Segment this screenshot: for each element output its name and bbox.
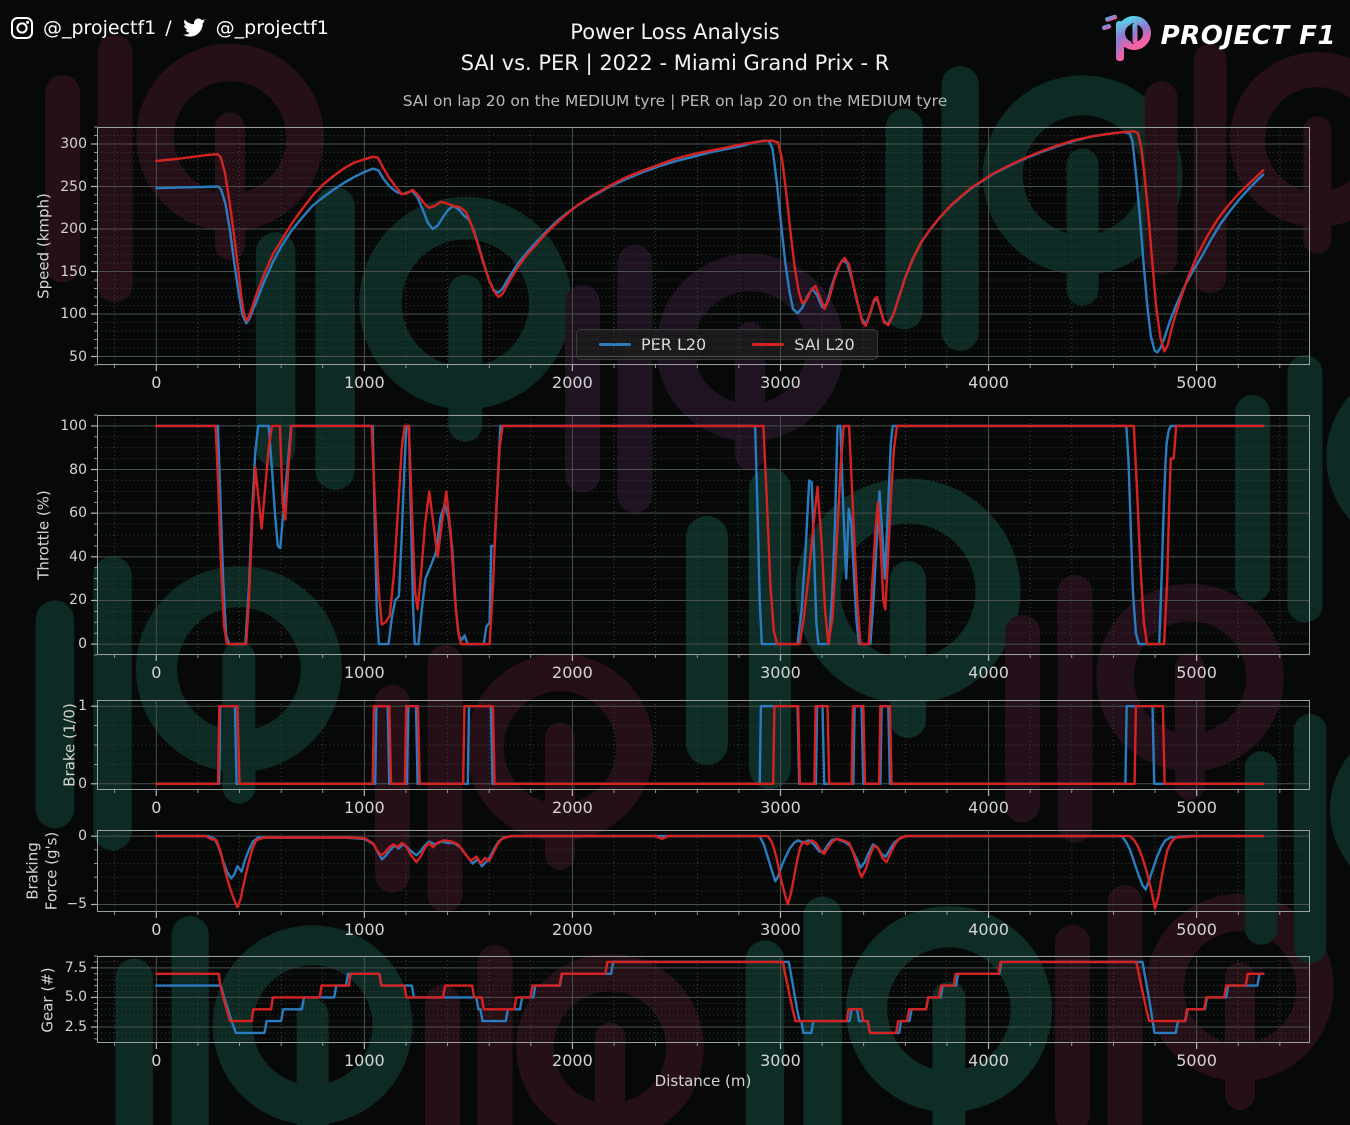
x-tick-label: 2000 [552, 663, 593, 682]
bforce-plot [91, 830, 1310, 918]
gear-plot [91, 955, 1310, 1049]
y-tick-label: 80 [69, 461, 87, 478]
y-tick-label: −5 [66, 896, 87, 913]
gear-series-sai [155, 960, 1265, 1035]
tyre-info: SAI on lap 20 on the MEDIUM tyre | PER o… [402, 92, 948, 110]
legend: PER L20 SAI L20 [576, 329, 878, 360]
y-tick-label: 50 [69, 348, 87, 365]
y-tick-label: 1 [78, 698, 87, 715]
speed-axis-label: Speed (kmph) [34, 193, 53, 299]
brake-axis-label: Brake (1/0) [60, 703, 79, 787]
x-tick-label: 1000 [343, 798, 385, 817]
x-tick-label: 0 [151, 663, 162, 682]
x-tick-label: 5000 [1176, 920, 1217, 939]
page-title: Power Loss Analysis [570, 20, 780, 44]
y-tick-label: 7.5 [64, 959, 87, 976]
page-subtitle: SAI vs. PER | 2022 - Miami Grand Prix - … [460, 51, 890, 75]
throttle-series-sai [155, 424, 1265, 646]
brake-plot [91, 700, 1310, 796]
instagram-icon [11, 17, 33, 39]
x-tick-label: 2000 [552, 373, 593, 392]
y-tick-label: 100 [60, 417, 87, 434]
instagram-handle: @_projectf1 [43, 17, 157, 39]
brand-name: PROJECT F1 [1160, 21, 1336, 51]
social-bar: @_projectf1 / @_projectf1 [10, 16, 329, 40]
x-tick-label: 5000 [1176, 798, 1217, 817]
y-tick-label: 40 [69, 548, 87, 565]
x-tick-label: 3000 [760, 1051, 801, 1070]
y-tick-label: 150 [60, 263, 87, 280]
brand-p-icon [1101, 14, 1151, 61]
speed-series-sai [155, 130, 1265, 353]
x-tick-label: 4000 [968, 1051, 1009, 1070]
x-tick-label: 5000 [1176, 1051, 1217, 1070]
handle-separator: / [165, 17, 172, 39]
x-tick-label: 2000 [552, 920, 593, 939]
x-tick-label: 5000 [1176, 663, 1217, 682]
y-tick-label: 100 [60, 306, 87, 322]
throttle-plot [91, 414, 1310, 661]
x-tick-label: 4000 [968, 798, 1009, 817]
y-tick-label: 0 [78, 636, 87, 653]
x-tick-label: 0 [151, 920, 162, 939]
sai-line-sample [752, 343, 785, 346]
x-tick-label: 2000 [552, 798, 593, 817]
x-tick-label: 0 [151, 1051, 162, 1070]
y-tick-label: 5.0 [64, 989, 87, 1006]
y-tick-label: 2.5 [64, 1019, 87, 1036]
brake-series-sai [155, 704, 1265, 786]
x-tick-label: 1000 [343, 1051, 385, 1070]
throttle-series-per [155, 424, 1265, 646]
per-line-sample [599, 343, 631, 346]
x-tick-label: 2000 [552, 1051, 593, 1070]
y-tick-label: 250 [60, 178, 87, 195]
y-tick-label: 0 [78, 775, 87, 792]
y-tick-label: 0 [78, 828, 87, 845]
x-tick-label: 3000 [760, 920, 801, 939]
brand-logo: PROJECT F1 [1101, 8, 1336, 64]
twitter-icon [182, 18, 206, 37]
distance-axis-label: Distance (m) [654, 1072, 752, 1090]
braking-force-axis-label: Braking Force (g's) [23, 831, 60, 911]
x-tick-label: 1000 [343, 663, 385, 682]
x-tick-label: 4000 [968, 920, 1009, 939]
y-tick-label: 300 [60, 136, 87, 152]
x-tick-label: 1000 [343, 920, 385, 939]
x-tick-label: 0 [151, 373, 162, 392]
x-tick-label: 3000 [760, 798, 801, 817]
bforce-series-sai [155, 834, 1265, 910]
x-tick-label: 4000 [968, 663, 1009, 682]
gear-axis-label: Gear (#) [38, 967, 57, 1033]
x-tick-label: 1000 [343, 373, 385, 392]
x-tick-label: 3000 [760, 373, 801, 392]
y-tick-label: 200 [60, 221, 87, 237]
y-tick-label: 20 [69, 592, 87, 609]
speed-plot [91, 126, 1310, 371]
twitter-handle: @_projectf1 [215, 17, 329, 39]
x-tick-label: 4000 [968, 373, 1009, 392]
y-tick-label: 60 [69, 505, 87, 522]
x-tick-label: 5000 [1176, 373, 1217, 392]
throttle-axis-label: Throttle (%) [34, 490, 53, 580]
x-tick-label: 0 [151, 798, 162, 817]
x-tick-label: 3000 [760, 663, 801, 682]
